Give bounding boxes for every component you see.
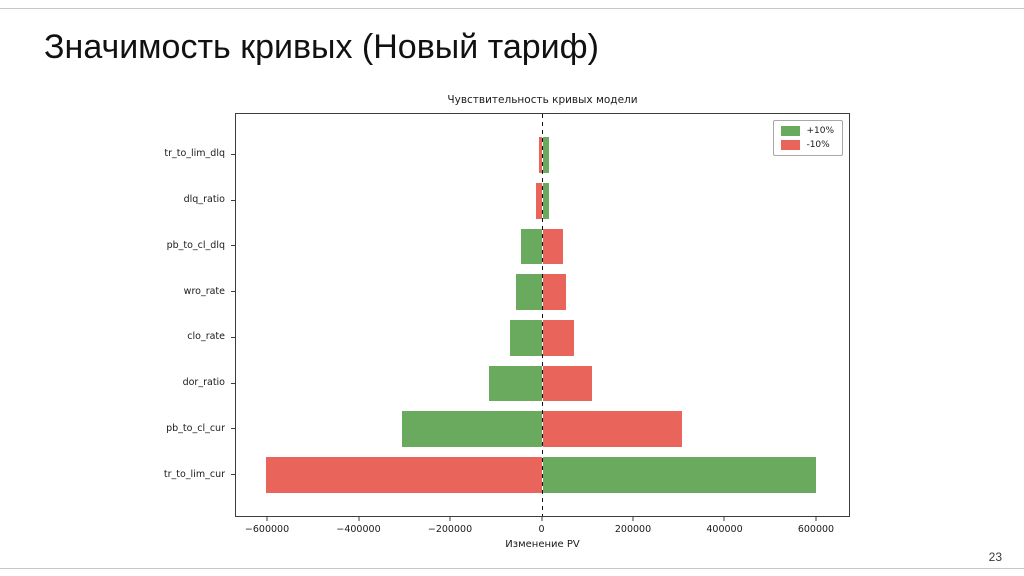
bar-+10%-tr_to_lim_dlq bbox=[542, 137, 550, 173]
x-tick-label: −600000 bbox=[244, 524, 290, 535]
chart-legend: +10% -10% bbox=[773, 120, 843, 156]
bar-+10%-tr_to_lim_cur bbox=[542, 457, 817, 493]
y-tick-label: dlq_ratio bbox=[183, 194, 225, 206]
y-tick-mark bbox=[231, 382, 235, 384]
page-title: Значимость кривых (Новый тариф) bbox=[44, 28, 599, 66]
bar-+10%-dlq_ratio bbox=[542, 182, 550, 219]
chart-title: Чувствительность кривых модели bbox=[447, 94, 638, 106]
bar--10%-clo_rate bbox=[542, 320, 574, 356]
legend-item-minus10: -10% bbox=[781, 140, 834, 150]
y-tick-label: tr_to_lim_dlq bbox=[164, 148, 225, 160]
x-axis-label: Изменение PV bbox=[505, 539, 580, 550]
bar--10%-pb_to_cl_dlq bbox=[542, 228, 564, 265]
y-tick-mark bbox=[231, 428, 235, 430]
bar--10%-tr_to_lim_dlq bbox=[538, 137, 543, 173]
y-tick-label: clo_rate bbox=[187, 331, 225, 343]
y-tick-label: pb_to_cl_dlq bbox=[166, 239, 225, 251]
x-tick-label: −200000 bbox=[427, 524, 473, 535]
y-tick-mark bbox=[231, 474, 235, 476]
x-tick-label: −400000 bbox=[336, 524, 381, 535]
bar--10%-dor_ratio bbox=[542, 365, 592, 402]
bar-+10%-dor_ratio bbox=[489, 365, 543, 402]
y-tick-mark bbox=[231, 245, 235, 247]
y-tick-mark bbox=[231, 199, 235, 201]
bar--10%-wro_rate bbox=[542, 274, 567, 310]
x-tick-mark bbox=[723, 517, 725, 521]
legend-label-plus10: +10% bbox=[806, 126, 834, 136]
x-tick-mark bbox=[358, 517, 359, 521]
x-tick-mark bbox=[815, 517, 817, 521]
y-axis-labels: tr_to_lim_dlq dlq_ratio pb_to_cl_dlq wro_ra… bbox=[164, 113, 235, 517]
y-tick-mark bbox=[231, 336, 235, 338]
bar--10%-pb_to_cl_cur bbox=[542, 411, 682, 448]
y-tick-label: pb_to_cl_cur bbox=[166, 422, 225, 434]
bar-+10%-clo_rate bbox=[510, 320, 543, 356]
bar--10%-tr_to_lim_cur bbox=[266, 457, 543, 493]
x-tick-mark bbox=[541, 517, 542, 521]
x-tick-label: 400000 bbox=[706, 524, 743, 535]
y-tick-label: wro_rate bbox=[183, 285, 225, 297]
bar-+10%-pb_to_cl_dlq bbox=[520, 228, 543, 265]
y-tick-label: dor_ratio bbox=[182, 377, 225, 389]
chart-figure: Чувствительность кривых модели tr_to_lim… bbox=[164, 92, 860, 557]
slide-top-border bbox=[0, 8, 1024, 9]
legend-swatch-red bbox=[781, 140, 801, 150]
x-tick-label: 0 bbox=[538, 524, 545, 535]
slide-bottom-border bbox=[0, 568, 1024, 569]
x-axis-ticks: −600000 −400000 −200000 0 200000 400000 600000 bbox=[235, 517, 850, 543]
x-tick-label: 200000 bbox=[614, 524, 652, 535]
x-tick-mark bbox=[632, 517, 634, 521]
y-tick-mark bbox=[231, 291, 235, 293]
y-tick-mark bbox=[231, 153, 235, 155]
x-tick-mark bbox=[266, 517, 268, 521]
x-tick-label: 600000 bbox=[797, 524, 835, 535]
bar-+10%-wro_rate bbox=[516, 274, 543, 310]
bar--10%-dlq_ratio bbox=[536, 182, 543, 219]
y-tick-label: tr_to_lim_cur bbox=[163, 468, 225, 480]
zero-line bbox=[541, 114, 544, 516]
legend-swatch-green bbox=[781, 126, 801, 136]
legend-item-plus10: +10% bbox=[781, 126, 834, 136]
x-tick-mark bbox=[449, 517, 451, 521]
page-number: 23 bbox=[988, 550, 1002, 564]
bar-+10%-pb_to_cl_cur bbox=[401, 411, 543, 448]
legend-label-minus10: -10% bbox=[806, 140, 830, 150]
plot-area: +10% -10% bbox=[235, 113, 850, 517]
